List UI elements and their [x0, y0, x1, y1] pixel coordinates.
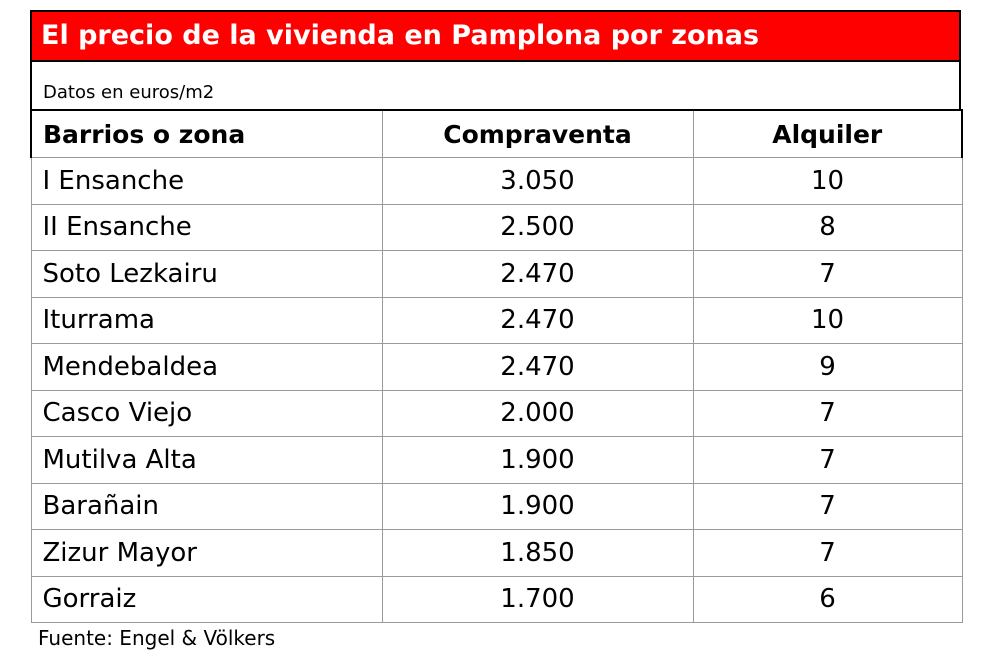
alquiler-cell: 9 [692, 343, 963, 391]
compraventa-cell: 1.850 [381, 529, 694, 577]
column-header-zona: Barrios o zona [30, 109, 383, 158]
zona-cell: Mendebaldea [30, 343, 383, 391]
table-subtitle: Datos en euros/m2 [30, 62, 961, 109]
table-row: I Ensanche 3.050 10 [30, 157, 963, 205]
table-row: Barañain 1.900 7 [30, 482, 963, 530]
table-title: El precio de la vivienda en Pamplona por… [30, 10, 961, 62]
zona-cell: II Ensanche [30, 203, 383, 251]
alquiler-cell: 7 [692, 389, 963, 437]
compraventa-cell: 2.470 [381, 296, 694, 344]
compraventa-cell: 2.470 [381, 250, 694, 298]
alquiler-cell: 7 [692, 436, 963, 484]
compraventa-cell: 2.000 [381, 389, 694, 437]
zona-cell: Zizur Mayor [30, 529, 383, 577]
compraventa-cell: 1.900 [381, 436, 694, 484]
alquiler-cell: 7 [692, 250, 963, 298]
alquiler-cell: 7 [692, 529, 963, 577]
header-row: Barrios o zona Compraventa Alquiler [30, 109, 963, 158]
alquiler-cell: 10 [692, 296, 963, 344]
data-table: Barrios o zona Compraventa Alquiler I En… [30, 109, 963, 623]
compraventa-cell: 1.700 [381, 575, 694, 623]
zona-cell: Casco Viejo [30, 389, 383, 437]
table-body: I Ensanche 3.050 10 II Ensanche 2.500 8 Soto L… [30, 157, 963, 623]
compraventa-cell: 2.500 [381, 203, 694, 251]
zona-cell: Gorraiz [30, 575, 383, 623]
table-row: Iturrama 2.470 10 [30, 296, 963, 344]
table-row: II Ensanche 2.500 8 [30, 203, 963, 251]
table-row: Gorraiz 1.700 6 [30, 575, 963, 623]
zona-cell: Iturrama [30, 296, 383, 344]
source-note: Fuente: Engel & Völkers [38, 626, 276, 650]
alquiler-cell: 8 [692, 203, 963, 251]
price-table: El precio de la vivienda en Pamplona por… [30, 10, 963, 623]
table-row: Zizur Mayor 1.850 7 [30, 529, 963, 577]
zona-cell: I Ensanche [30, 157, 383, 205]
zona-cell: Soto Lezkairu [30, 250, 383, 298]
table-row: Mendebaldea 2.470 9 [30, 343, 963, 391]
compraventa-cell: 2.470 [381, 343, 694, 391]
zona-cell: Barañain [30, 482, 383, 530]
alquiler-cell: 7 [692, 482, 963, 530]
compraventa-cell: 3.050 [381, 157, 694, 205]
table-row: Soto Lezkairu 2.470 7 [30, 250, 963, 298]
alquiler-cell: 6 [692, 575, 963, 623]
compraventa-cell: 1.900 [381, 482, 694, 530]
table-row: Casco Viejo 2.000 7 [30, 389, 963, 437]
column-header-alquiler: Alquiler [692, 109, 963, 158]
zona-cell: Mutilva Alta [30, 436, 383, 484]
alquiler-cell: 10 [692, 157, 963, 205]
table-row: Mutilva Alta 1.900 7 [30, 436, 963, 484]
column-header-compraventa: Compraventa [381, 109, 694, 158]
